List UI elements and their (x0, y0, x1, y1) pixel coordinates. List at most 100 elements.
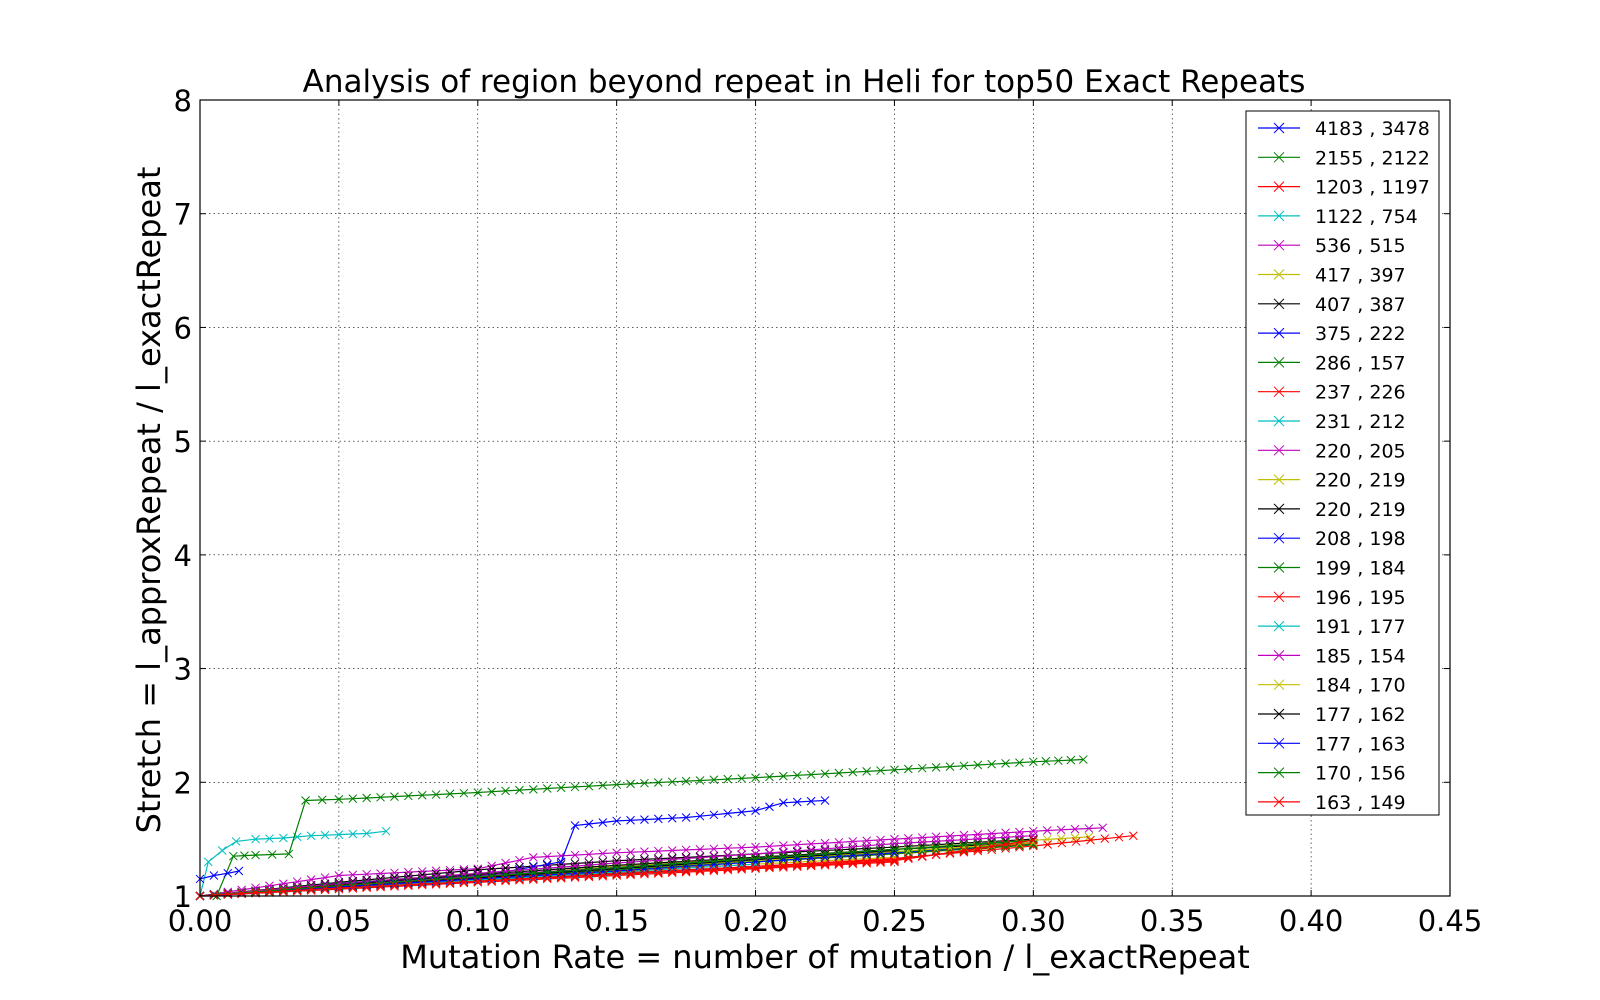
data-point-marker (653, 867, 663, 877)
legend-entry: 286 , 157 (1258, 352, 1406, 374)
data-point-marker (598, 871, 608, 881)
data-point-marker (528, 869, 538, 879)
data-point-marker (203, 857, 213, 867)
legend-label: 184 , 170 (1315, 675, 1406, 697)
data-point-marker (848, 858, 858, 868)
data-point-marker (362, 880, 372, 890)
data-point-marker (459, 877, 469, 887)
data-point-marker (1273, 269, 1285, 280)
data-point-marker (737, 855, 747, 864)
data-point-marker (348, 794, 358, 804)
data-point-marker (612, 871, 622, 880)
data-point-marker (317, 795, 327, 805)
data-point-marker (820, 860, 830, 870)
data-point-marker (876, 845, 885, 855)
data-point-marker (431, 875, 441, 884)
data-point-marker (251, 834, 260, 844)
data-point-marker (653, 854, 663, 864)
data-point-marker (390, 868, 399, 878)
data-point-marker (348, 883, 358, 892)
data-point-marker (681, 862, 691, 871)
legend-entry: 1203 , 1197 (1258, 177, 1430, 199)
data-point-marker (390, 880, 399, 890)
y-tick-label: 5 (174, 425, 192, 459)
legend-entry: 170 , 156 (1258, 763, 1406, 785)
legend-entry: 196 , 195 (1258, 587, 1406, 609)
data-point-marker (640, 778, 649, 788)
data-point-marker (806, 770, 816, 779)
data-point-marker (473, 872, 483, 882)
data-point-marker (334, 871, 344, 880)
data-point-marker (292, 832, 302, 842)
data-point-marker (737, 774, 747, 783)
data-point-marker (612, 780, 622, 789)
data-point-marker (403, 880, 413, 889)
data-point-marker (306, 883, 316, 893)
data-point-marker (626, 865, 635, 875)
data-point-marker (487, 876, 497, 885)
data-point-marker (806, 860, 816, 870)
legend-entry: 2155 , 2122 (1258, 147, 1430, 169)
data-point-marker (1028, 831, 1038, 841)
data-point-marker (792, 861, 802, 870)
y-axis-ticks: 1 2 3 4 5 6 7 8 (174, 84, 1450, 914)
data-point-marker (390, 792, 399, 801)
data-point-marker (959, 830, 969, 840)
data-point-marker (737, 807, 747, 817)
data-point-marker (301, 796, 310, 805)
data-point-marker (667, 859, 677, 869)
data-point-marker (556, 851, 566, 861)
data-point-marker (556, 783, 566, 793)
legend-label: 185 , 154 (1315, 645, 1406, 667)
data-point-marker (778, 841, 788, 850)
data-point-marker (751, 864, 760, 874)
data-point-marker (709, 865, 719, 874)
data-point-marker (1273, 239, 1285, 251)
data-point-marker (584, 865, 594, 874)
data-point-marker (1273, 357, 1285, 368)
data-point-marker (223, 890, 233, 899)
data-point-marker (723, 855, 733, 865)
data-point-marker (1078, 755, 1088, 764)
data-point-marker (751, 842, 760, 852)
data-point-marker (667, 867, 677, 877)
data-point-marker (598, 849, 608, 858)
series-line (200, 758, 1084, 897)
data-point-marker (973, 760, 983, 770)
data-point-marker (348, 870, 358, 880)
data-point-marker (751, 806, 760, 816)
legend-entry: 199 , 184 (1258, 558, 1406, 580)
legend-entry: 417 , 397 (1258, 265, 1406, 287)
data-point-marker (376, 880, 385, 889)
data-point-marker (334, 830, 344, 839)
data-point-marker (459, 874, 469, 884)
data-point-marker (417, 879, 427, 889)
data-point-marker (862, 767, 872, 776)
data-point-marker (959, 846, 969, 855)
data-point-marker (223, 868, 233, 878)
data-point-marker (640, 861, 649, 871)
data-point-marker (1028, 840, 1038, 850)
data-point-marker (931, 832, 941, 842)
data-point-marker (667, 777, 677, 787)
data-point-marker (695, 845, 705, 854)
data-point-marker (681, 858, 691, 868)
data-point-marker (209, 890, 219, 900)
data-point-marker (709, 856, 719, 866)
data-point-marker (417, 875, 427, 885)
data-point-marker (1273, 386, 1285, 398)
data-point-marker (667, 846, 677, 855)
data-point-marker (1001, 844, 1010, 853)
x-tick-label: 0.40 (1279, 904, 1344, 938)
data-point-marker (306, 884, 316, 894)
data-point-marker (1114, 832, 1124, 842)
data-point-marker (709, 844, 719, 854)
data-point-marker (431, 878, 441, 888)
data-point-marker (473, 873, 483, 883)
data-point-marker (903, 852, 913, 862)
data-point-marker (515, 785, 524, 795)
data-point-marker (431, 790, 441, 799)
legend-entry: 184 , 170 (1258, 675, 1406, 697)
legend-entry: 185 , 154 (1258, 645, 1406, 667)
data-point-marker (1015, 837, 1024, 847)
